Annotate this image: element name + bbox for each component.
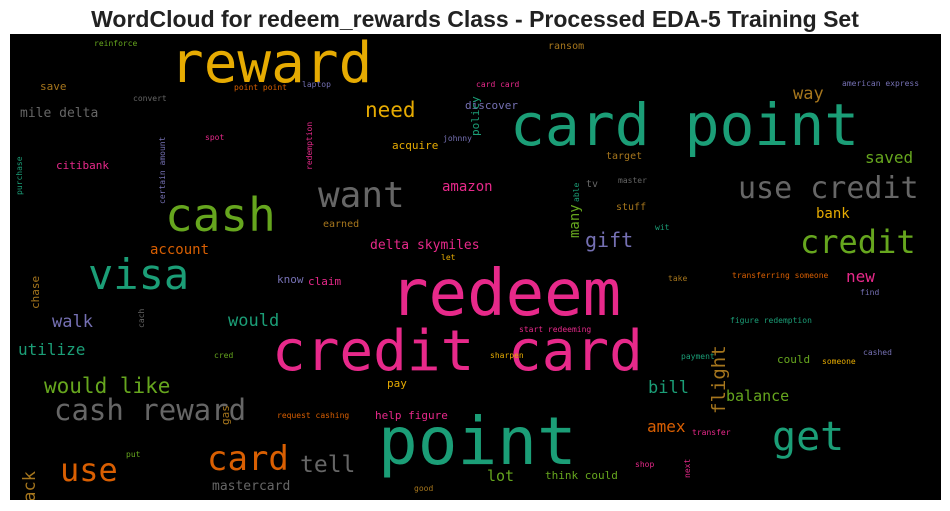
word-card-card: card card	[476, 80, 520, 89]
word-use: use	[60, 451, 118, 489]
word-policy: policy	[469, 95, 482, 136]
word-start-redeeming: start redeeming	[519, 325, 592, 334]
word-cashed: cashed	[863, 348, 892, 357]
word-point: point	[378, 403, 577, 480]
word-walk: walk	[52, 312, 93, 332]
word-discover: discover	[465, 99, 518, 112]
word-think-could: think could	[545, 469, 618, 482]
word-gift: gift	[585, 228, 634, 252]
word-balance: balance	[726, 387, 790, 405]
word-visa: visa	[88, 250, 190, 299]
word-gas: gas	[219, 404, 232, 425]
word-save: save	[40, 80, 67, 93]
word-delta-skymiles: delta skymiles	[370, 238, 480, 253]
word-redemption: redemption	[305, 121, 314, 170]
word-target: target	[606, 151, 643, 162]
word-american-express: american express	[842, 79, 920, 88]
word-would: would	[228, 311, 280, 331]
word-bill: bill	[648, 378, 689, 398]
word-next: next	[683, 458, 692, 479]
word-purchase: purchase	[15, 156, 24, 196]
word-many: many	[567, 203, 583, 238]
word-transferring-someone: transferring someone	[732, 271, 829, 280]
word-mile-delta: mile delta	[20, 106, 99, 121]
word-tell: tell	[300, 452, 356, 478]
word-shop: shop	[635, 460, 655, 469]
word-payment: payment	[681, 352, 715, 361]
word-pay: pay	[387, 377, 407, 390]
word-redeem: redeem	[390, 257, 622, 331]
word-bank: bank	[816, 206, 850, 222]
word-get: get	[772, 414, 845, 460]
word-find: find	[860, 288, 880, 297]
word-need: need	[365, 98, 416, 122]
word-would-like: would like	[44, 374, 171, 398]
word-cloud: redeem credit card point card point reward ca…	[10, 34, 941, 500]
word-someone: someone	[822, 357, 856, 366]
word-citibank: citibank	[56, 159, 109, 172]
word-cach: cach	[137, 308, 146, 329]
word-cash: cash	[165, 188, 276, 242]
word-utilize: utilize	[18, 340, 86, 359]
word-want: want	[318, 175, 405, 216]
word-spot: spot	[205, 133, 225, 142]
word-ransom: ransom	[548, 41, 585, 52]
word-use-credit: use credit	[738, 171, 919, 206]
word-amex: amex	[647, 417, 686, 436]
word-master: master	[618, 176, 647, 185]
word-way: way	[793, 84, 824, 104]
word-mastercard: mastercard	[212, 479, 291, 494]
word-cash-reward: cash reward	[54, 393, 247, 427]
word-could: could	[777, 353, 811, 366]
word-wit: wit	[655, 223, 670, 232]
word-amazon: amazon	[442, 179, 493, 195]
word-convert: convert	[133, 94, 167, 103]
word-stuff: stuff	[616, 202, 647, 213]
word-laptop: laptop	[302, 80, 331, 89]
word-able: able	[572, 182, 581, 203]
word-back: back	[20, 470, 40, 500]
word-request-cashing: request cashing	[277, 411, 350, 420]
word-credit: credit	[800, 223, 916, 261]
word-lot: lot	[487, 467, 515, 485]
chart-title: WordCloud for redeem_rewards Class - Pro…	[91, 6, 859, 32]
word-transfer: transfer	[692, 428, 731, 437]
word-put: put	[126, 450, 141, 459]
word-let: let	[441, 253, 456, 262]
word-chase: chase	[29, 275, 42, 309]
word-take: take	[668, 274, 688, 283]
word-cred: cred	[214, 351, 234, 360]
word-johnny: johnny	[443, 134, 472, 143]
word-sharpen: sharpen	[490, 351, 524, 360]
word-point-point: point point	[234, 83, 287, 92]
word-saved: saved	[865, 148, 914, 167]
word-tv: tv	[586, 179, 599, 190]
word-reward: reward	[170, 34, 373, 96]
word-credit-card: credit card	[272, 319, 643, 384]
word-certain-amount: certain amount	[158, 136, 167, 205]
word-account: account	[150, 242, 210, 258]
word-earned: earned	[323, 219, 360, 230]
word-card-point: card point	[510, 91, 860, 159]
word-reinforce: reinforce	[94, 39, 138, 48]
word-new: new	[846, 267, 875, 286]
word-help-figure: help figure	[375, 409, 448, 422]
word-good: good	[414, 484, 434, 493]
word-know: know	[277, 273, 304, 286]
word-acquire: acquire	[392, 139, 439, 152]
word-claim: claim	[308, 275, 342, 288]
word-figure-redemption: figure redemption	[730, 316, 812, 325]
word-card: card	[207, 439, 289, 479]
